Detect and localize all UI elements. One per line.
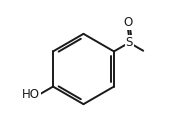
- Text: O: O: [123, 16, 133, 29]
- Text: HO: HO: [22, 87, 40, 100]
- Text: S: S: [126, 36, 133, 49]
